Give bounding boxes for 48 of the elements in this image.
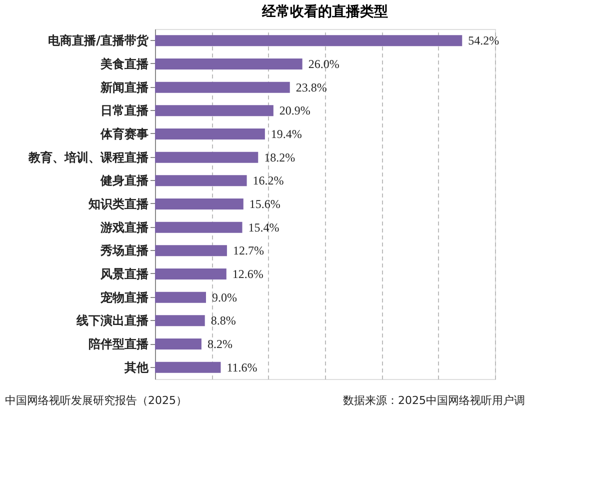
data-label: 15.4%: [248, 220, 280, 234]
bar: [155, 105, 274, 116]
y-tick-label: 体育赛事: [100, 127, 148, 141]
bar: [155, 315, 205, 326]
data-label: 23.8%: [296, 80, 327, 94]
source-note: 数据来源：2025中国网络视听用户调: [343, 394, 525, 407]
data-label: 8.2%: [207, 337, 232, 351]
y-tick-label: 秀场直播: [100, 244, 150, 258]
chart-title: 经常收看的直播类型: [261, 3, 388, 20]
bar: [155, 268, 226, 280]
data-label: 8.8%: [210, 314, 236, 328]
bar: [155, 175, 247, 186]
y-tick-label: 教育、培训、课程直播: [28, 150, 150, 164]
y-tick-label: 健身直播: [100, 174, 150, 188]
data-label: 11.6%: [226, 360, 258, 374]
text: 中国网络视听发展研究报告（2025）: [5, 394, 187, 407]
bar: [155, 292, 206, 303]
data-label: 26.0%: [308, 57, 340, 71]
y-tick-label: 美食直播: [100, 57, 150, 71]
y-tick-label: 知识类直播: [88, 197, 150, 211]
bar: [155, 152, 258, 163]
bar: [155, 35, 462, 46]
bar: [155, 58, 302, 70]
y-tick-label: 宠物直播: [100, 290, 150, 304]
bar: [155, 82, 290, 93]
data-label: 19.4%: [270, 127, 302, 141]
data-label: 12.7%: [232, 244, 264, 258]
y-tick-label: 风景直播: [100, 267, 150, 281]
data-label: 16.2%: [252, 174, 284, 188]
data-label: 18.2%: [264, 150, 296, 164]
y-tick-label: 游戏直播: [100, 220, 150, 234]
bar: [155, 245, 227, 256]
bar: [155, 198, 244, 210]
y-tick-label: 其他: [124, 360, 150, 374]
data-label: 54.2%: [468, 34, 500, 48]
bar: [155, 338, 202, 350]
data-label: 12.6%: [232, 267, 264, 281]
bar: [155, 362, 221, 373]
bar: [155, 222, 242, 233]
data-label: 20.9%: [279, 104, 310, 118]
bar: [155, 128, 265, 140]
y-tick-label: 线下演出直播: [76, 314, 150, 328]
y-tick-label: 新闻直播: [100, 80, 150, 94]
data-label: 15.6%: [249, 197, 280, 211]
y-tick-label: 陪伴型直播: [88, 337, 150, 351]
y-tick-label: 日常直播: [100, 104, 150, 118]
data-label: 9.0%: [212, 290, 237, 304]
y-tick-label: 电商直播/直播带货: [48, 34, 150, 48]
